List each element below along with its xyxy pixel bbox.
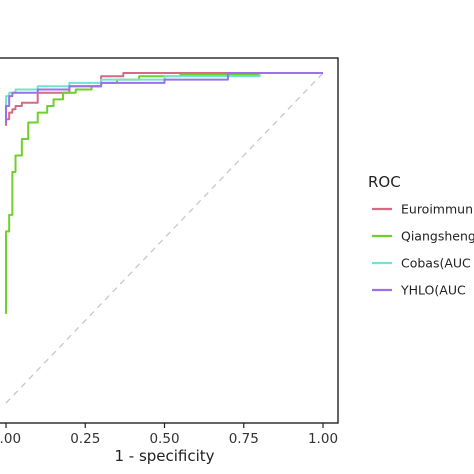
legend-label-yhlo: YHLO(AUC [400,283,466,298]
x-axis: 0.00 0.25 0.50 0.75 1.00 [0,423,338,447]
series-layer [5,72,323,314]
legend-items: Euroimmun Qiangsheng Cobas(AUC YHLO(AUC [372,202,474,298]
plot-area [0,57,339,424]
series-line-euroimmun [5,72,323,126]
x-tick-label: 0.00 [0,431,21,447]
x-tick-label: 1.00 [308,431,338,447]
series-line-qiangsheng [5,72,323,314]
series-line-yhlo [5,72,323,123]
legend-label-cobas: Cobas(AUC [401,256,471,271]
legend-label-euroimmun: Euroimmun [401,202,473,217]
x-axis-title: 1 - specificity [114,447,214,465]
legend-label-qiangsheng: Qiangsheng [401,229,474,244]
x-tick-label: 0.50 [149,431,179,447]
legend-title: ROC [368,173,401,191]
plot-frame [0,57,339,424]
x-tick-label: 0.75 [229,431,259,447]
x-tick-label: 0.25 [70,431,100,447]
diagonal-reference-line [5,72,324,404]
legend: ROC Euroimmun Qiangsheng Cobas(AUC YHLO(AUC [368,173,474,298]
